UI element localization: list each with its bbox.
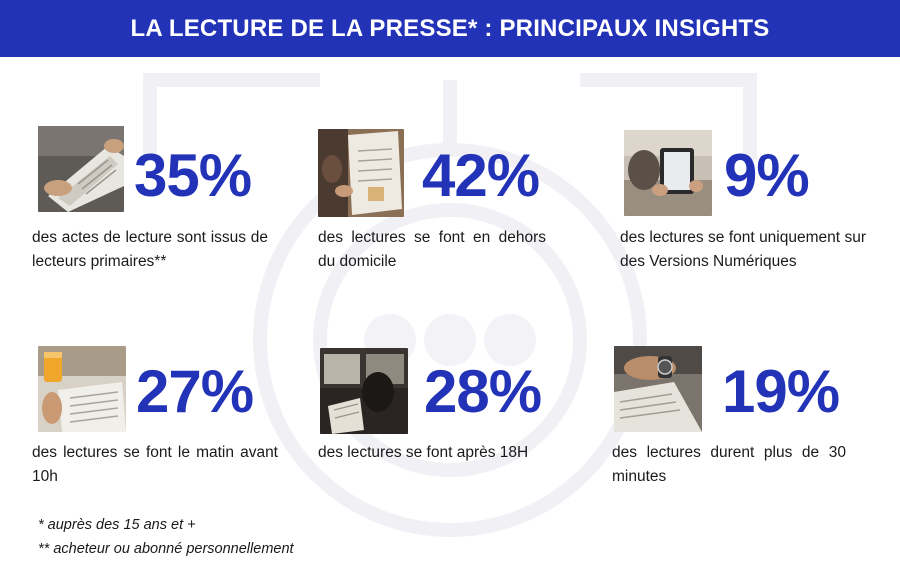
stat-description: des actes de lecture sont issus de lecte… (32, 229, 268, 270)
stat-value: 9% (724, 142, 810, 209)
stat-description: des lectures se font le matin avant 10h (32, 444, 278, 485)
photo-hands-holding-newspaper (38, 126, 124, 212)
photo-hands-holding-tablet (624, 130, 712, 216)
page-title: LA LECTURE DE LA PRESSE* : PRINCIPAUX IN… (130, 14, 770, 42)
stat-value: 27% (136, 358, 254, 425)
photo-woman-reading-on-train (320, 348, 408, 434)
stat-value: 35% (134, 142, 252, 209)
header-banner: LA LECTURE DE LA PRESSE* : PRINCIPAUX IN… (0, 0, 900, 57)
stat-description: des lectures durent plus de 30 minutes (612, 444, 846, 485)
stat-value: 19% (722, 358, 840, 425)
footnotes: * auprès des 15 ans et + ** acheteur ou … (38, 513, 294, 561)
photo-newspaper-with-orange-juice (38, 346, 126, 432)
stat-description: des lectures se font en dehors du domici… (318, 229, 546, 270)
stat-description: des lectures se font uniquement sur des … (620, 229, 866, 270)
footnote-line: * auprès des 15 ans et + (38, 517, 196, 533)
photo-person-reading-newspaper-outdoors (318, 129, 404, 217)
stat-value: 42% (422, 142, 540, 209)
stat-description: des lectures se font après 18H (318, 444, 529, 461)
photo-hand-with-watch-on-newspaper (614, 346, 702, 432)
stat-value: 28% (424, 358, 542, 425)
watermark-logo (143, 73, 757, 537)
footnote-line: ** acheteur ou abonné personnellement (38, 541, 294, 557)
